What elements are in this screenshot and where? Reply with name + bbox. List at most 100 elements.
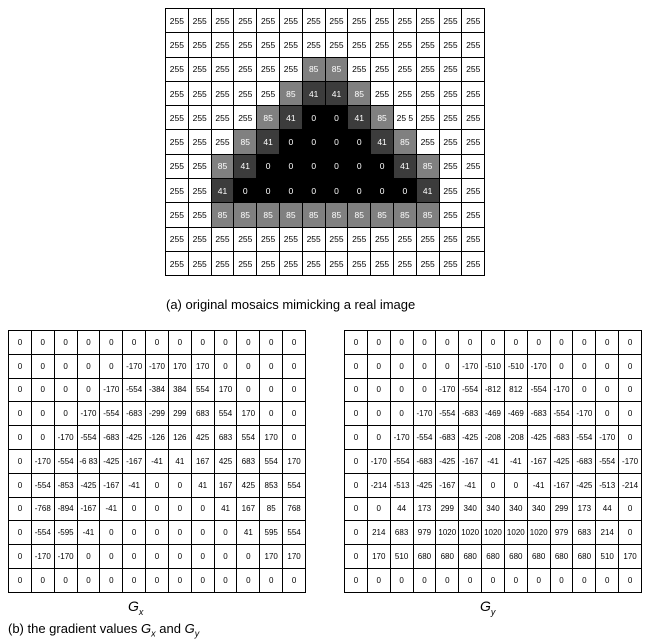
original-cell: 41 [415, 178, 440, 204]
gx-cell: -554 [99, 401, 124, 427]
original-cell: 255 [438, 226, 463, 252]
gy-cell: 0 [572, 377, 597, 403]
gy-cell: 979 [412, 520, 437, 546]
original-cell: 255 [324, 32, 349, 58]
original-cell: 255 [438, 202, 463, 228]
gx-cell: 0 [213, 544, 238, 569]
gy-cell: 0 [412, 353, 437, 379]
gx-cell: 0 [213, 330, 238, 355]
gy-cell: 0 [618, 330, 642, 355]
gx-cell: 0 [30, 425, 55, 450]
original-cell: 0 [233, 178, 258, 204]
original-cell: 255 [187, 153, 212, 180]
original-cell: 255 [438, 178, 463, 204]
gy-cell: -167 [549, 472, 574, 498]
gx-cell: 0 [8, 448, 32, 474]
original-cell: 255 [415, 105, 440, 131]
gy-cell: 0 [503, 330, 528, 355]
gx-cell: -170 [76, 401, 101, 427]
gx-cell: 0 [167, 567, 192, 593]
gx-cell: 0 [236, 544, 261, 569]
original-cell: 255 [210, 250, 235, 277]
gx-cell: -41 [99, 496, 124, 522]
gy-cell: 0 [389, 330, 414, 355]
gx-cell: 0 [53, 353, 78, 379]
gy-cell: -170 [526, 353, 551, 379]
original-cell: 255 [233, 7, 258, 34]
gx-cell: 0 [145, 520, 169, 546]
caption-b-prefix: (b) the gradient values [8, 621, 138, 636]
gx-cell: 683 [236, 448, 261, 474]
gy-cell: -167 [526, 448, 551, 474]
gy-cell: -170 [618, 448, 642, 474]
gx-cell: 0 [8, 377, 32, 403]
gy-cell: -41 [526, 472, 551, 498]
gx-cell: 554 [282, 520, 306, 546]
gx-cell: 0 [8, 520, 32, 546]
original-cell: 0 [370, 153, 394, 180]
gx-cell: 853 [259, 472, 284, 498]
gy-cell: -554 [526, 377, 551, 403]
original-cell: 255 [301, 226, 326, 252]
gy-cell: -510 [503, 353, 528, 379]
original-row: 255 255 255 85 41 0 0 0 0 41 85 255 255 255 [165, 129, 486, 155]
original-cell: 255 [392, 80, 417, 107]
gx-cell: 0 [167, 330, 192, 355]
original-cell: 255 [370, 80, 394, 107]
gx-cell: 0 [8, 472, 32, 498]
gy-cell: 0 [344, 425, 368, 450]
gy-cell: -812 [481, 377, 505, 403]
gx-cell: 85 [259, 496, 284, 522]
original-cell: 255 [324, 7, 349, 34]
gy-cell: -683 [526, 401, 551, 427]
gy-row: 0 0 0 -170 -554 -683 -469 -469 -683 -554 -170 0 0 [344, 401, 642, 427]
gy-cell: -513 [389, 472, 414, 498]
original-cell: 255 [256, 32, 280, 58]
gy-cell: 1020 [526, 520, 551, 546]
original-cell: 255 [210, 105, 235, 131]
gx-cell: 0 [167, 544, 192, 569]
caption-a: (a) original mosaics mimicking a real im… [166, 297, 416, 312]
gy-cell: 0 [503, 567, 528, 593]
gx-cell: 0 [145, 496, 169, 522]
original-cell: 255 [210, 80, 235, 107]
gy-cell: 680 [458, 544, 483, 569]
gx-row: 0 -768 -894 -167 -41 0 0 0 0 41 167 85 768 [8, 496, 306, 522]
original-cell: 0 [301, 178, 326, 204]
original-cell: 41 [370, 129, 394, 155]
gy-cell: -683 [572, 448, 597, 474]
gx-cell: 0 [99, 520, 124, 546]
original-cell: 255 [187, 178, 212, 204]
gx-cell: 0 [145, 330, 169, 355]
original-cell: 255 [392, 226, 417, 252]
gx-cell: -768 [30, 496, 55, 522]
original-cell: 255 [461, 153, 486, 180]
gx-cell: 0 [99, 330, 124, 355]
gx-cell: 0 [167, 496, 192, 522]
gx-cell: 683 [190, 401, 215, 427]
gx-cell: 554 [259, 448, 284, 474]
gy-cell: 0 [366, 567, 391, 593]
gy-cell: -425 [458, 425, 483, 450]
gy-cell: -170 [435, 377, 460, 403]
gy-cell: -554 [458, 377, 483, 403]
gy-cell: 214 [366, 520, 391, 546]
gx-cell: 425 [213, 448, 238, 474]
gx-cell: 170 [259, 425, 284, 450]
original-cell: 255 [165, 129, 189, 155]
original-cell: 255 [233, 105, 258, 131]
gx-cell: 0 [259, 353, 284, 379]
original-cell: 255 [438, 250, 463, 277]
gy-cell: -425 [526, 425, 551, 450]
original-row: 255 255 255 255 255 255 255 255 255 255 255 255 255 2… [165, 32, 486, 58]
original-cell: 0 [370, 178, 394, 204]
gy-cell: 680 [503, 544, 528, 569]
gx-cell: 0 [122, 567, 147, 593]
gx-row: 0 0 0 0 -170 -554 -384 384 554 170 0 0 0 [8, 377, 306, 403]
gy-cell: 683 [572, 520, 597, 546]
original-cell: 255 [165, 226, 189, 252]
gx-cell: -170 [99, 377, 124, 403]
original-cell: 0 [301, 153, 326, 180]
original-cell: 255 [210, 7, 235, 34]
original-cell: 255 [415, 250, 440, 277]
